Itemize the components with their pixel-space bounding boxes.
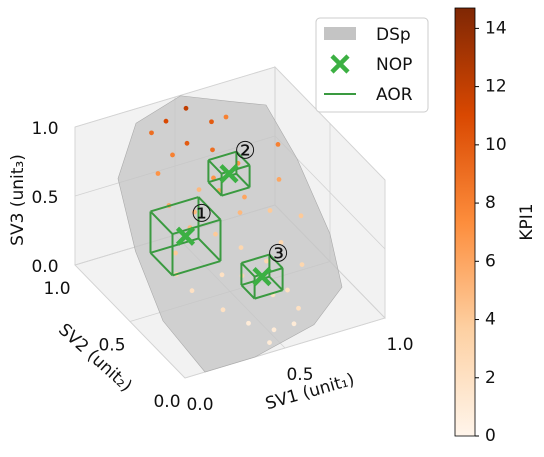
x-tick-label: 0.0 bbox=[186, 395, 213, 415]
nop-marker bbox=[175, 226, 196, 246]
scatter-point bbox=[211, 175, 216, 181]
legend-frame bbox=[315, 17, 429, 113]
scatter-point bbox=[246, 320, 251, 326]
colorbar-tick-label: 14 bbox=[485, 18, 507, 38]
colorbar-tick-label: 4 bbox=[485, 310, 496, 330]
colorbar-tick-label: 6 bbox=[485, 251, 496, 271]
scatter-point bbox=[238, 245, 244, 251]
scatter-point bbox=[149, 130, 154, 136]
y-axis-label: SV2 (unit₂) bbox=[54, 320, 136, 396]
colorbar bbox=[454, 7, 476, 437]
legend-label: AOR bbox=[376, 85, 413, 105]
scatter-point bbox=[155, 171, 161, 176]
colorbar-tick-label: 12 bbox=[485, 77, 507, 97]
nop-marker bbox=[219, 164, 239, 184]
scatter-point bbox=[213, 231, 218, 237]
annotation: ③ bbox=[267, 240, 289, 268]
scatter-point bbox=[219, 272, 225, 278]
scatter-point bbox=[271, 327, 277, 333]
scatter-point bbox=[267, 208, 273, 213]
design-space-hull bbox=[117, 95, 343, 373]
scatter-point bbox=[242, 194, 247, 200]
scatter-point bbox=[163, 118, 169, 124]
scatter-point bbox=[189, 288, 195, 294]
aor-box bbox=[149, 196, 222, 277]
scatter-point bbox=[291, 321, 297, 327]
scatter-point bbox=[192, 209, 197, 215]
scatter-point bbox=[298, 213, 304, 219]
x-tick-label: 0.5 bbox=[286, 365, 313, 385]
scatter-point bbox=[173, 250, 178, 256]
scatter-point bbox=[223, 114, 229, 120]
scatter-point bbox=[264, 258, 269, 264]
x-tick-label: 1.0 bbox=[386, 335, 413, 355]
y-tick-label: 1.0 bbox=[43, 279, 70, 299]
scatter-point bbox=[209, 119, 214, 125]
scatter-point bbox=[237, 210, 243, 216]
z-tick-label: 0.5 bbox=[31, 188, 58, 208]
scatter-point bbox=[196, 187, 202, 193]
y-tick-label: 0.5 bbox=[98, 336, 125, 356]
scatter-point bbox=[210, 147, 215, 153]
legend-label: DSp bbox=[376, 25, 411, 45]
legend-label: NOP bbox=[376, 55, 412, 75]
scatter-point bbox=[276, 177, 282, 182]
scatter-point bbox=[170, 152, 175, 158]
colorbar-tick-label: 10 bbox=[485, 135, 507, 155]
colorbar-label: KPI1 bbox=[517, 203, 537, 240]
y-tick-label: 0.0 bbox=[153, 392, 180, 412]
legend: DSp NOP AOR bbox=[315, 17, 429, 113]
annotation: ② bbox=[234, 137, 256, 165]
legend-swatch bbox=[324, 27, 356, 40]
scatter-point bbox=[184, 140, 190, 146]
z-tick-label: 0.0 bbox=[31, 257, 58, 277]
annotation: ① bbox=[191, 199, 213, 227]
scatter-point bbox=[299, 262, 305, 267]
scatter-point bbox=[275, 142, 281, 147]
colorbar-tick-label: 8 bbox=[485, 193, 496, 213]
scatter-point bbox=[220, 307, 226, 313]
scatter-point bbox=[285, 287, 290, 293]
scatter-point bbox=[296, 305, 301, 311]
nop-marker bbox=[252, 267, 272, 287]
scatter-point bbox=[267, 340, 272, 345]
scatter-point bbox=[278, 240, 284, 245]
colorbar-tick-label: 0 bbox=[485, 426, 496, 446]
grid-line bbox=[274, 66, 386, 181]
legend-swatch bbox=[330, 54, 350, 74]
colorbar-tick-label: 2 bbox=[485, 368, 496, 388]
z-axis-label: SV3 (unit₃) bbox=[8, 154, 28, 246]
grid-line bbox=[74, 66, 276, 128]
z-tick-label: 1.0 bbox=[31, 119, 58, 139]
scatter-point bbox=[183, 105, 189, 111]
